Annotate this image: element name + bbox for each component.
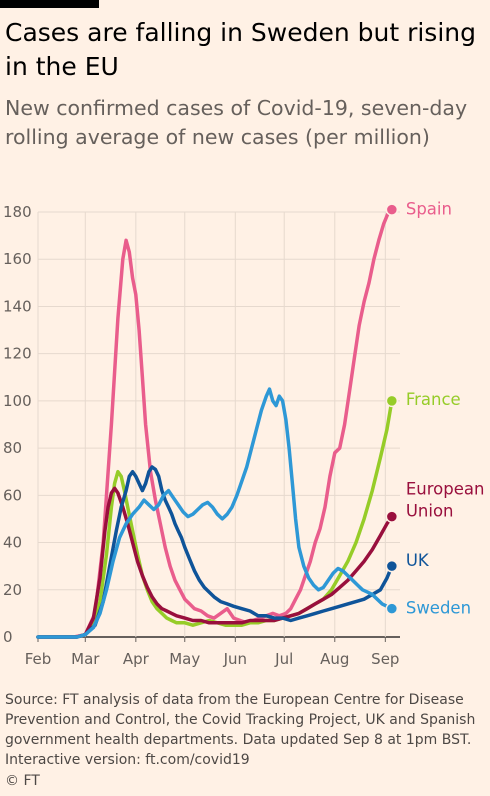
series-line-sweden: [36, 387, 394, 639]
series-label-line: Sweden: [406, 599, 471, 618]
y-tick-label: 60: [3, 486, 22, 504]
y-tick-label: 0: [3, 628, 13, 646]
series-end-dot-european-union: [385, 510, 399, 523]
series-label-european-union: European Union: [406, 480, 485, 521]
series-label-uk: UK: [406, 551, 430, 570]
chart-subtitle: New confirmed cases of Covid-19, seven-d…: [5, 96, 468, 149]
x-tick-label: Apr: [123, 650, 150, 668]
series-line-france: [36, 399, 394, 639]
y-tick-label: 120: [3, 345, 32, 363]
y-tick-label: 140: [3, 297, 32, 315]
x-tick-label: Mar: [71, 650, 100, 668]
source-note: Source: FT analysis of data from the Eur…: [5, 692, 476, 768]
series-label-line: Spain: [406, 200, 452, 219]
chart-series-labels: Spain France European Union UK Sweden: [406, 200, 485, 618]
series-line-spain: [36, 207, 394, 639]
series-line-uk: [36, 465, 394, 639]
x-tick-label: Jul: [274, 650, 293, 668]
series-label-sweden: Sweden: [406, 599, 471, 618]
series-end-dot-sweden: [385, 602, 399, 615]
y-tick-label: 20: [3, 581, 22, 599]
series-label-line: Union: [406, 502, 454, 521]
series-label-line: France: [406, 390, 461, 409]
brand-top-bar: [0, 0, 99, 8]
x-tick-label: Jun: [223, 650, 247, 668]
y-tick-label: 40: [3, 534, 22, 552]
chart-series-lines: [36, 203, 399, 639]
chart-axes: 0 20 40 60 80 100 120 140 160 180 Feb Mar Apr May Jun J…: [3, 203, 399, 668]
x-tick-label: Feb: [25, 650, 52, 668]
series-end-dot-france: [385, 394, 399, 408]
x-tick-label: Aug: [320, 650, 349, 668]
series-label-spain: Spain: [406, 200, 452, 219]
chart-title: Cases are falling in Sweden but rising i…: [5, 18, 476, 81]
y-tick-label: 180: [3, 203, 32, 221]
series-label-line: European: [406, 480, 485, 499]
series-end-dot-spain: [385, 203, 399, 216]
y-tick-label: 100: [3, 392, 32, 410]
series-end-dot-uk: [385, 559, 399, 573]
copyright-brand: © FT: [5, 773, 40, 789]
series-label-line: UK: [406, 551, 430, 570]
series-line-european-union: [36, 486, 394, 639]
y-tick-label: 80: [3, 439, 22, 457]
x-tick-label: May: [169, 650, 200, 668]
series-label-france: France: [406, 390, 461, 409]
y-tick-label: 160: [3, 250, 32, 268]
x-tick-label: Sep: [371, 650, 399, 668]
